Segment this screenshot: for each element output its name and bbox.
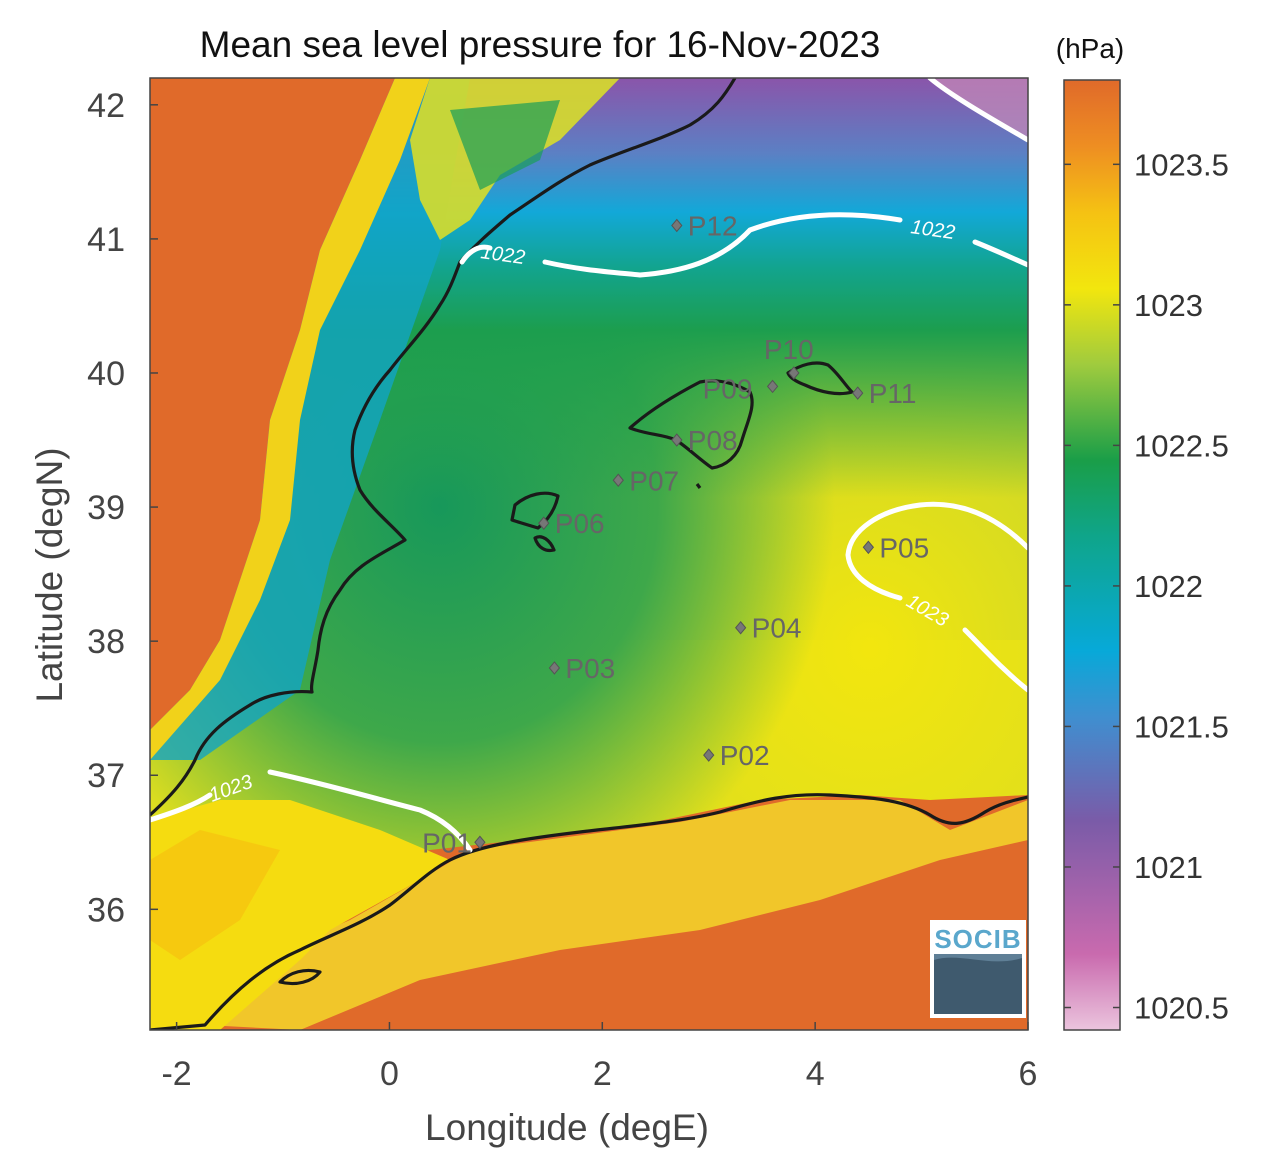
x-axis-label: Longitude (degE) — [425, 1107, 709, 1148]
colorbar-scale — [1063, 79, 1121, 1031]
station-marker — [671, 433, 683, 447]
station-points: P01 P02 P03 P04 P05 P06 P07 P08 P09 P10 P11 P12 — [422, 210, 929, 858]
coastline-ibiza — [510, 491, 560, 530]
colorbar-tick-label: 1020.5 — [1134, 991, 1229, 1026]
station-label: P11 — [869, 378, 917, 409]
station-marker — [862, 540, 875, 555]
station-marker — [612, 473, 624, 488]
coastline-cabrera — [695, 483, 702, 489]
y-tick-label: 41 — [87, 221, 125, 259]
contour-1022 — [459, 212, 1028, 278]
station-label: P06 — [555, 508, 605, 539]
station-marker — [788, 366, 800, 380]
colorbar-tick-label: 1023 — [1134, 288, 1203, 323]
logo-wave — [934, 957, 1022, 1014]
x-axis-ticks: -2 0 2 4 6 — [161, 1022, 1037, 1093]
station-marker — [852, 386, 864, 400]
station-marker — [671, 218, 683, 233]
contour-1023-east — [845, 501, 1028, 693]
land-iberia-high — [150, 78, 395, 730]
y-tick-label: 38 — [87, 623, 125, 661]
station-label: P05 — [879, 532, 929, 563]
logo-text: SOCIB — [934, 924, 1021, 954]
y-tick-label: 37 — [87, 757, 125, 795]
station-label: P07 — [629, 465, 679, 496]
station-marker — [538, 516, 550, 530]
colorbar: (hPa) 1020.5 1021 1021.5 1022 1022.5 1023 1023… — [1056, 33, 1229, 1031]
station-label: P10 — [764, 334, 814, 365]
station-label: P01 — [422, 827, 472, 858]
colorbar-unit: (hPa) — [1056, 33, 1124, 64]
station-marker — [735, 620, 747, 635]
contour-1023-south — [150, 769, 473, 853]
colorbar-ticks: 1020.5 1021 1021.5 1022 1022.5 1023 1023.5 — [1064, 147, 1229, 1026]
chart-title: Mean sea level pressure for 16-Nov-2023 — [200, 24, 881, 65]
x-tick-label: 6 — [1019, 1055, 1038, 1093]
y-axis-label: Latitude (degN) — [29, 447, 70, 702]
y-tick-label: 40 — [87, 355, 125, 393]
y-tick-label: 39 — [87, 489, 125, 527]
coastline — [150, 78, 1028, 1030]
station-label: P09 — [703, 373, 753, 404]
y-tick-label: 36 — [87, 891, 125, 929]
colorbar-tick-label: 1023.5 — [1134, 147, 1229, 182]
station-marker — [766, 379, 779, 394]
colorbar-tick-label: 1021 — [1134, 850, 1203, 885]
station-marker — [703, 748, 715, 762]
station-label: P02 — [720, 740, 770, 771]
x-tick-label: 2 — [593, 1055, 612, 1093]
y-tick-label: 42 — [87, 87, 125, 125]
station-label: P08 — [688, 425, 738, 456]
land-africa-coast — [205, 800, 1028, 1030]
x-tick-label: -2 — [161, 1055, 191, 1093]
contour-1022-ne — [927, 78, 1028, 143]
logo-header — [934, 924, 1022, 954]
station-label: P03 — [565, 653, 615, 684]
coastline-formentera — [533, 535, 556, 553]
colorbar-tick-label: 1021.5 — [1134, 709, 1229, 744]
colorbar-tick-label: 1022 — [1134, 569, 1203, 604]
x-tick-label: 0 — [380, 1055, 399, 1093]
land-catalonia-green — [450, 100, 560, 190]
pressure-contours — [150, 78, 1028, 853]
station-marker — [474, 835, 486, 850]
colorbar-tick-label: 1022.5 — [1134, 428, 1229, 463]
coastline-iberia — [150, 78, 737, 817]
land-iberia-coast — [150, 78, 430, 760]
map-frame — [149, 77, 1029, 1031]
socib-logo: SOCIB — [930, 920, 1026, 1018]
y-axis-ticks: 36 37 38 39 40 41 42 — [87, 87, 158, 929]
x-tick-label: 4 — [806, 1055, 825, 1093]
map-area: 1022 1022 1023 1023 P01P02P03P04P05P06P0… — [150, 78, 1028, 1030]
station-label: P12 — [688, 210, 738, 241]
sea-alboran-orange — [150, 830, 280, 960]
station-label: P04 — [752, 613, 802, 644]
station-marker — [548, 661, 561, 675]
coastline-africa — [150, 793, 1028, 1030]
coastline-menorca — [786, 361, 854, 396]
coastline-alboran-islet — [278, 968, 322, 986]
